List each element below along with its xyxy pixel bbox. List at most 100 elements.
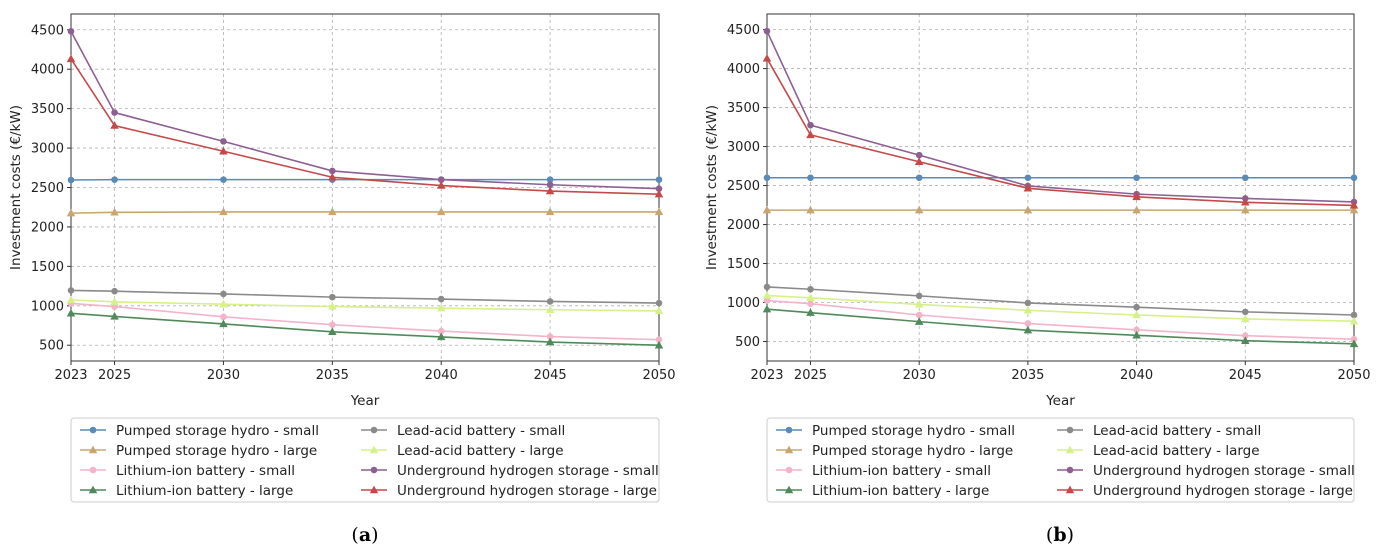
data-point xyxy=(1023,183,1033,192)
data-point xyxy=(1241,308,1249,316)
legend: Pumped storage hydro - small Pumped stora… xyxy=(70,417,660,503)
series-4 xyxy=(67,287,663,307)
x-tick-label: 2035 xyxy=(1011,368,1044,383)
data-point xyxy=(1024,174,1032,182)
x-tick-label: 2045 xyxy=(1229,368,1262,383)
x-axis: 2023 2025 2030 2035 2040 2045 2050 xyxy=(750,361,1371,383)
y-tick-label: 500 xyxy=(39,339,64,354)
legend-item: Lithium-ion battery - large xyxy=(776,483,989,499)
data-point xyxy=(437,295,445,303)
data-point xyxy=(654,207,664,216)
data-point xyxy=(1349,316,1359,325)
legend-label: Lithium-ion battery - small xyxy=(116,463,295,479)
y-axis-label: Investment costs (€/kW) xyxy=(704,105,720,270)
y-tick-label: 3500 xyxy=(727,101,760,116)
legend-item: Underground hydrogen storage - small xyxy=(1057,463,1355,479)
data-point xyxy=(1066,426,1074,434)
data-point xyxy=(763,283,771,291)
data-point xyxy=(915,292,923,300)
panel-label: (b) xyxy=(1046,524,1074,546)
y-tick-label: 4500 xyxy=(31,23,64,38)
data-point xyxy=(545,337,555,346)
x-tick-label: 2040 xyxy=(425,368,458,383)
series-line xyxy=(70,312,660,347)
x-tick-label: 2035 xyxy=(316,368,349,383)
legend-item: Pumped storage hydro - small xyxy=(80,423,319,439)
y-tick-label: 4500 xyxy=(727,23,760,38)
legend-box xyxy=(70,417,660,503)
chart-panel-b: 2023 2025 2030 2035 2040 2045 2050 500 1000 1500 2… xyxy=(704,13,1371,546)
data-point xyxy=(762,205,772,214)
data-point xyxy=(807,121,814,129)
data-point xyxy=(1350,174,1358,182)
data-point xyxy=(67,287,75,294)
series-3 xyxy=(762,304,1359,348)
series-1 xyxy=(66,207,664,217)
y-tick-label: 2000 xyxy=(727,218,760,233)
series-7 xyxy=(66,54,664,198)
data-point xyxy=(655,299,663,307)
data-point xyxy=(1132,310,1141,319)
legend-box xyxy=(766,417,1355,503)
data-point xyxy=(915,174,923,182)
data-point xyxy=(219,319,228,328)
x-tick-label: 2050 xyxy=(1337,368,1370,383)
legend: Pumped storage hydro - small Pumped stora… xyxy=(766,417,1355,503)
data-point xyxy=(110,121,119,129)
series-4 xyxy=(763,283,1358,319)
data-point xyxy=(1023,325,1033,334)
series-line xyxy=(70,30,660,190)
legend-label: Underground hydrogen storage - small xyxy=(1093,463,1355,479)
y-tick-label: 1500 xyxy=(31,260,64,275)
x-tick-label: 2050 xyxy=(642,368,675,383)
data-point xyxy=(110,312,119,320)
data-point xyxy=(66,308,76,317)
legend-item: Lead-acid battery - large xyxy=(361,443,564,459)
plot-frame xyxy=(766,13,1355,362)
data-point xyxy=(369,485,379,494)
data-point xyxy=(806,130,815,139)
data-point xyxy=(654,340,664,349)
legend-label: Lead-acid battery - small xyxy=(397,423,565,439)
data-point xyxy=(220,138,227,145)
data-point xyxy=(220,176,227,183)
data-point xyxy=(807,285,814,293)
data-point xyxy=(66,208,76,217)
data-point xyxy=(110,207,119,216)
y-tick-label: 2500 xyxy=(31,181,64,196)
x-tick-label: 2023 xyxy=(54,368,87,383)
data-point xyxy=(66,54,76,63)
legend-item: Lead-acid battery - small xyxy=(361,423,565,439)
legend-item: Underground hydrogen storage - large xyxy=(361,483,657,499)
data-point xyxy=(219,207,228,216)
y-tick-label: 4000 xyxy=(31,63,64,78)
data-point xyxy=(67,28,75,35)
series-5 xyxy=(66,295,664,315)
data-point xyxy=(1023,305,1033,314)
legend-label: Underground hydrogen storage - large xyxy=(397,483,657,499)
data-point xyxy=(914,157,924,165)
data-point xyxy=(436,207,446,216)
legend-label: Pumped storage hydro - small xyxy=(116,423,319,439)
x-tick-label: 2025 xyxy=(794,368,827,383)
legend-label: Lithium-ion battery - small xyxy=(812,463,991,479)
series-line xyxy=(70,302,660,341)
data-point xyxy=(654,189,664,198)
data-point xyxy=(110,297,119,306)
data-point xyxy=(807,174,814,182)
data-point xyxy=(1349,201,1359,209)
panel-label: (a) xyxy=(351,524,378,546)
data-point xyxy=(763,27,771,35)
data-point xyxy=(329,293,336,301)
data-point xyxy=(545,186,555,195)
data-point xyxy=(914,300,924,308)
x-tick-label: 2030 xyxy=(207,368,240,383)
legend-label: Lithium-ion battery - large xyxy=(812,483,989,499)
x-axis-label: Year xyxy=(1045,393,1075,409)
y-tick-label: 1500 xyxy=(727,257,760,272)
data-point xyxy=(328,172,337,181)
data-point xyxy=(328,302,337,310)
y-tick-label: 4000 xyxy=(727,62,760,77)
data-point xyxy=(1065,445,1075,454)
data-point xyxy=(88,445,98,454)
